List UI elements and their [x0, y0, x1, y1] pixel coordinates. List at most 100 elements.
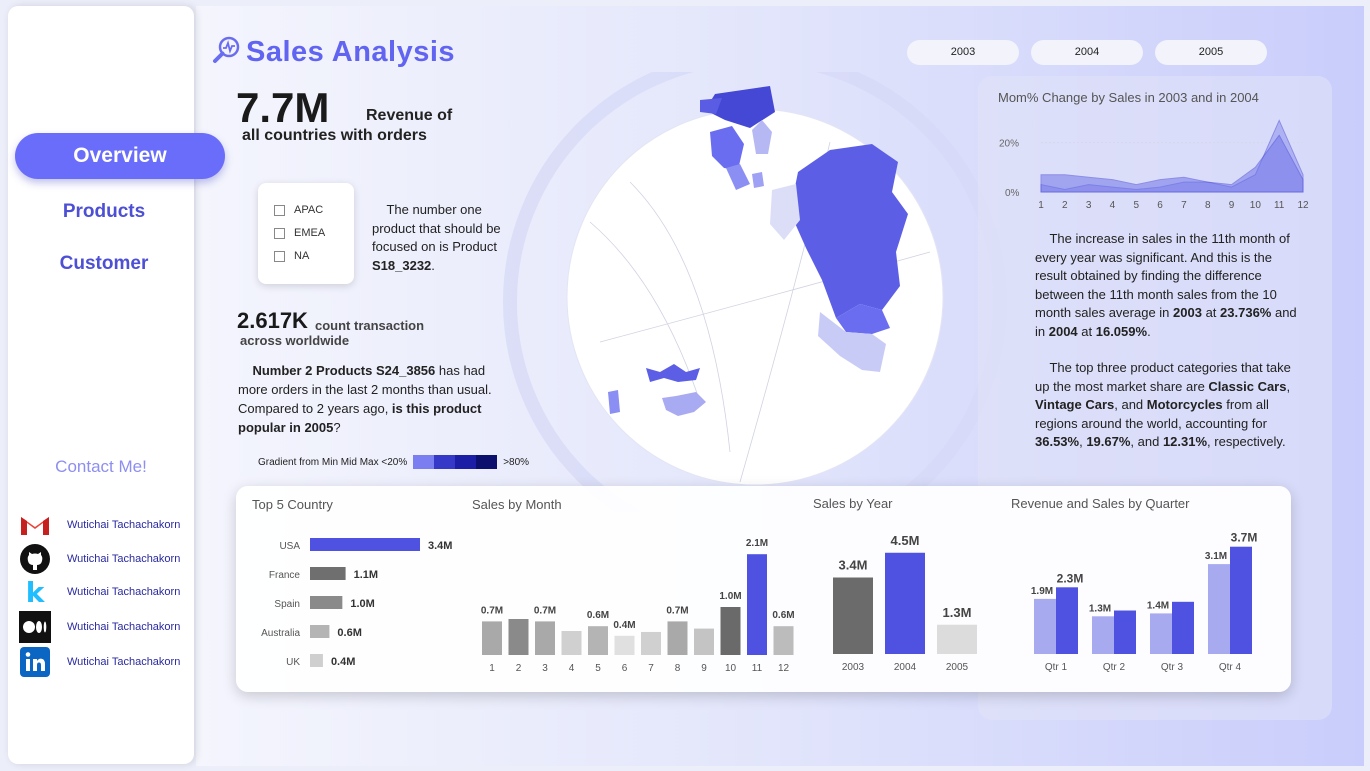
- x-tick-label: Qtr 2: [1103, 662, 1126, 673]
- region-option-na[interactable]: NA: [274, 250, 309, 262]
- bar: [1150, 613, 1172, 654]
- social-gmail-link[interactable]: Wutichai Tachachakorn: [18, 510, 180, 540]
- x-tick-label: 3: [542, 663, 548, 674]
- x-tick-label: 2005: [946, 662, 969, 673]
- y-tick-label: 20%: [999, 139, 1019, 150]
- map-region-asia-pacific: [608, 364, 706, 416]
- year-filter-2003[interactable]: 2003: [907, 40, 1019, 65]
- year-filter-2005[interactable]: 2005: [1155, 40, 1267, 65]
- legend-end-label: >80%: [503, 456, 530, 468]
- data-label: 1.3M: [1089, 603, 1111, 614]
- map-region-europe: [710, 126, 764, 190]
- social-name: Wutichai Tachachakorn: [67, 656, 181, 668]
- bar: [1034, 598, 1056, 654]
- data-label: 0.6M: [337, 627, 361, 639]
- region-label: NA: [294, 250, 310, 262]
- category-label: Spain: [274, 599, 300, 610]
- bar: [641, 631, 661, 655]
- nav-customer-button[interactable]: Customer: [59, 253, 149, 274]
- sales-by-year-bar-chart: 3.4M 2003 4.5M 2004 1.3M 2005: [833, 533, 977, 673]
- social-name: Wutichai Tachachakorn: [67, 553, 181, 565]
- bar: [885, 552, 925, 654]
- bar: [694, 628, 714, 655]
- x-tick-label: 7: [1181, 200, 1187, 211]
- data-label: 0.4M: [331, 656, 355, 668]
- medium-icon: [18, 611, 52, 643]
- x-tick-label: 8: [675, 663, 681, 674]
- data-label: 0.7M: [481, 605, 503, 616]
- social-linkedin-link[interactable]: Wutichai Tachachakorn: [18, 647, 180, 677]
- x-tick-label: Qtr 1: [1045, 662, 1068, 673]
- social-medium-link[interactable]: Wutichai Tachachakorn: [18, 611, 180, 643]
- bar: [1208, 564, 1230, 654]
- data-label: 1.1M: [354, 569, 378, 581]
- data-label: 4.5M: [891, 533, 920, 548]
- world-map-globe[interactable]: [500, 72, 1010, 512]
- bar: [1230, 546, 1252, 654]
- bar: [508, 619, 529, 655]
- region-filter: APAC EMEA NA: [258, 183, 354, 284]
- nav-products-button[interactable]: Products: [62, 201, 146, 222]
- bar: [747, 554, 767, 655]
- linkedin-icon: [18, 647, 52, 677]
- revenue-kpi-label: Revenue of: [366, 107, 453, 124]
- revenue-kpi-value: 7.7M: [236, 84, 330, 131]
- year-filter-2004[interactable]: 2004: [1031, 40, 1143, 65]
- social-github-link[interactable]: Wutichai Tachachakorn: [18, 544, 180, 574]
- bar: [561, 631, 582, 655]
- bar: [833, 577, 873, 654]
- social-name: Wutichai Tachachakorn: [67, 519, 181, 531]
- category-label: France: [269, 570, 301, 581]
- region-option-apac[interactable]: APAC: [274, 204, 323, 216]
- checkbox[interactable]: [274, 250, 285, 262]
- country-bar: [310, 596, 343, 609]
- x-tick-label: 2004: [894, 662, 917, 673]
- country-bar: [310, 538, 420, 551]
- x-tick-label: Qtr 4: [1219, 662, 1242, 673]
- sales-by-month-chart-title: Sales by Month: [472, 497, 562, 512]
- sales-by-year-chart-title: Sales by Year: [813, 496, 893, 511]
- x-tick-label: 2: [1062, 200, 1068, 211]
- social-name: Wutichai Tachachakorn: [67, 586, 181, 598]
- data-label: 3.4M: [839, 558, 868, 573]
- data-label: 0.7M: [534, 605, 556, 616]
- bar: [937, 624, 977, 654]
- bar: [1092, 616, 1114, 654]
- nav-overview-button[interactable]: Overview: [15, 133, 225, 179]
- x-tick-label: 12: [778, 663, 790, 674]
- x-tick-label: 2003: [842, 662, 865, 673]
- quarter-bar-chart: 1.9M 2.3M Qtr 1 1.3M Qtr 2 1.4M Qtr 3 3.1M 3.7M Q…: [1031, 531, 1258, 673]
- y-tick-label: 0%: [1005, 188, 1020, 199]
- x-tick-label: 4: [1110, 200, 1116, 211]
- page-title: Sales Analysis: [246, 36, 456, 68]
- x-tick-label: 9: [1229, 200, 1235, 211]
- country-bar: [310, 654, 323, 667]
- transaction-count-value: 2.617K: [237, 308, 308, 333]
- x-tick-label: 11: [1274, 200, 1285, 211]
- region-option-emea[interactable]: EMEA: [274, 227, 325, 239]
- x-tick-label: 6: [622, 663, 628, 674]
- social-kaggle-link[interactable]: k Wutichai Tachachakorn: [18, 576, 181, 609]
- checkbox[interactable]: [274, 227, 285, 239]
- bar: [720, 607, 741, 655]
- data-label: 3.7M: [1231, 531, 1258, 545]
- data-label: 0.4M: [613, 620, 635, 631]
- x-tick-label: 6: [1157, 200, 1163, 211]
- bar: [588, 626, 608, 655]
- checkbox[interactable]: [274, 204, 285, 216]
- x-tick-label: 5: [595, 663, 601, 674]
- x-tick-label: 11: [752, 663, 763, 674]
- data-label: 1.0M: [350, 598, 374, 610]
- bar: [1114, 610, 1136, 654]
- bar: [535, 621, 555, 655]
- map-gradient-legend: Gradient from Min Mid Max <20% >80%: [258, 455, 529, 469]
- region-label: EMEA: [294, 227, 326, 239]
- legend-gradient-swatches: [413, 455, 498, 469]
- product-trend-insight: Number 2 Products S24_3856 has had more …: [238, 363, 492, 435]
- x-tick-label: 2: [516, 663, 522, 674]
- bar: [667, 621, 688, 655]
- data-label: 0.7M: [666, 605, 688, 616]
- data-label: 1.9M: [1031, 586, 1053, 597]
- country-bar: [310, 625, 330, 638]
